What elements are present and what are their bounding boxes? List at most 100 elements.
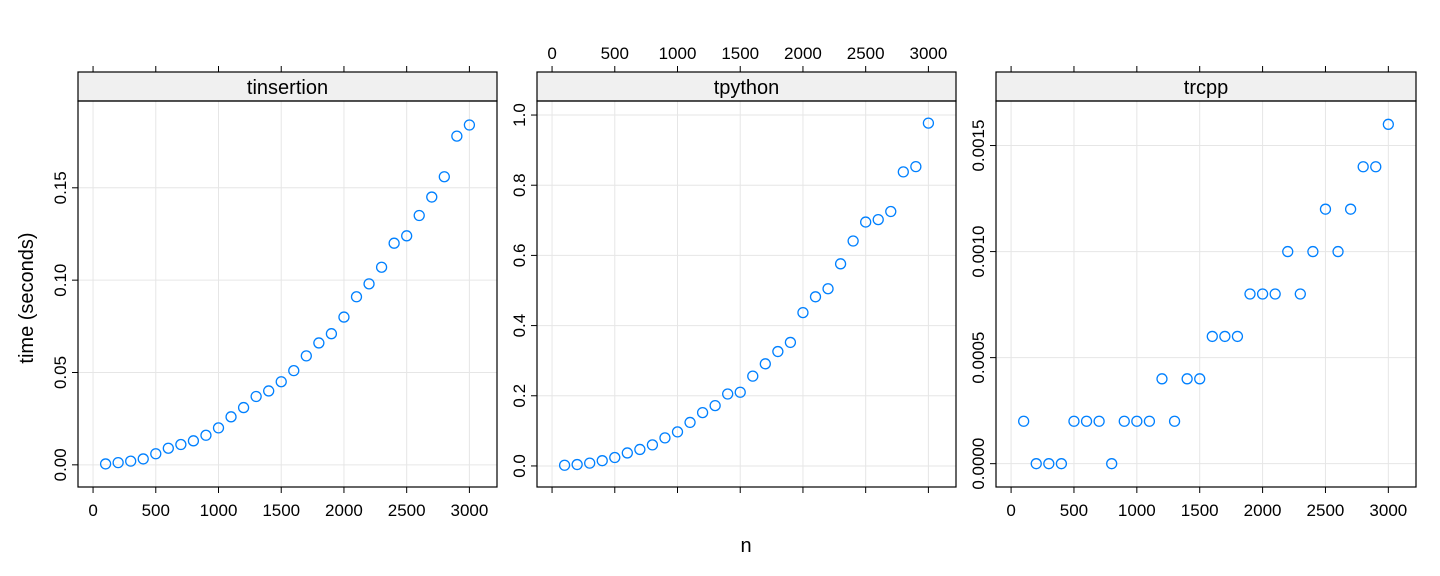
data-point (413, 209, 425, 222)
data-point (325, 328, 338, 340)
x-tick-label: 2500 (1307, 501, 1345, 520)
data-point (250, 390, 262, 403)
data-point (288, 364, 300, 377)
x-tick-label: 2000 (784, 44, 822, 63)
data-point (1068, 415, 1080, 427)
x-tick-label: 0 (547, 44, 556, 63)
x-tick-label: 0 (1006, 501, 1015, 520)
x-tick-label: 2000 (1244, 501, 1282, 520)
x-tick-label: 500 (142, 501, 170, 520)
data-point (1357, 161, 1369, 173)
y-tick-label: 0.15 (51, 171, 70, 204)
data-point (175, 438, 187, 451)
y-tick-label: 0.4 (510, 314, 529, 338)
data-point (1256, 288, 1269, 300)
data-point (885, 205, 897, 218)
data-point (784, 336, 797, 349)
data-point (834, 258, 847, 270)
panel-border (995, 100, 1417, 488)
data-point (671, 426, 684, 438)
x-tick-label: 2500 (388, 501, 426, 520)
data-point (1030, 458, 1042, 470)
data-point (1294, 288, 1306, 300)
data-point (375, 261, 388, 273)
data-point (1093, 415, 1105, 427)
data-point (1131, 415, 1143, 427)
data-point (1307, 245, 1319, 258)
data-point (1018, 415, 1030, 427)
data-point (300, 350, 312, 362)
data-point (1143, 415, 1156, 427)
data-point (338, 311, 350, 323)
x-tick-label: 500 (1060, 501, 1088, 520)
data-point (112, 456, 124, 469)
data-point (1055, 458, 1068, 470)
data-point (1118, 415, 1130, 427)
data-point (872, 213, 884, 226)
data-point (1168, 415, 1181, 427)
data-point (696, 406, 709, 419)
y-tick-label: 0.00 (51, 448, 70, 481)
data-point (350, 291, 363, 303)
data-point (1194, 373, 1206, 385)
panel-tpython: tpython 0 500 1000 1500 2000 2500 3000 0.0 0.2 0.4… (510, 44, 957, 493)
data-point (709, 399, 721, 412)
data-point (137, 453, 149, 465)
panel-trcpp: trcpp 0 500 1000 1500 2000 2500 3000 0.0000 0.000… (969, 66, 1417, 520)
y-tick-label: 0.05 (51, 356, 70, 389)
x-tick-label: 1500 (262, 501, 300, 520)
data-point (1080, 415, 1093, 427)
data-point (558, 459, 571, 471)
x-tick-label: 2500 (847, 44, 885, 63)
panel-title: tpython (714, 77, 780, 99)
data-point (1181, 373, 1193, 385)
data-point (1332, 245, 1344, 258)
data-point (212, 422, 225, 434)
data-point (571, 458, 583, 471)
x-tick-label: 1000 (1118, 501, 1156, 520)
panel-strip (536, 71, 957, 102)
data-point (1156, 373, 1168, 385)
panel-title: trcpp (1184, 77, 1228, 99)
x-axis-label: n (740, 535, 751, 557)
x-tick-label: 3000 (450, 501, 488, 520)
data-point (659, 432, 671, 444)
data-point (438, 171, 450, 183)
data-point (313, 337, 325, 349)
x-tick-label: 1000 (659, 44, 697, 63)
x-tick-label: 3000 (909, 44, 947, 63)
data-point (125, 455, 137, 467)
y-tick-label: 1.0 (510, 103, 529, 127)
data-point (897, 166, 909, 178)
panel-title: tinsertion (247, 77, 328, 99)
data-point (363, 278, 375, 290)
data-point (797, 306, 809, 319)
data-point (463, 119, 476, 131)
x-tick-label: 1000 (200, 501, 238, 520)
y-tick-label: 0.10 (51, 264, 70, 297)
data-point (910, 160, 922, 173)
data-point (584, 457, 596, 469)
x-tick-label: 2000 (325, 501, 363, 520)
data-point (759, 358, 771, 370)
data-point (1106, 458, 1118, 470)
data-point (388, 237, 400, 249)
data-point (747, 370, 759, 382)
data-point (263, 385, 275, 397)
panel-strip (77, 71, 498, 102)
data-point (1269, 288, 1281, 300)
data-point (1043, 458, 1055, 470)
y-tick-label: 0.0000 (969, 438, 988, 490)
data-point (809, 291, 822, 303)
data-point (609, 451, 621, 464)
y-tick-label: 0.8 (510, 173, 529, 197)
data-point (596, 455, 608, 467)
panel-tinsertion: tinsertion 0 500 1000 1500 2000 2500 3000 0.00 0.… (51, 66, 498, 520)
data-point (1244, 288, 1256, 300)
data-point (621, 447, 633, 459)
panel-border (536, 100, 957, 488)
y-tick-label: 0.0010 (969, 226, 988, 278)
data-point (1231, 330, 1244, 343)
y-tick-label: 0.0005 (969, 332, 988, 384)
